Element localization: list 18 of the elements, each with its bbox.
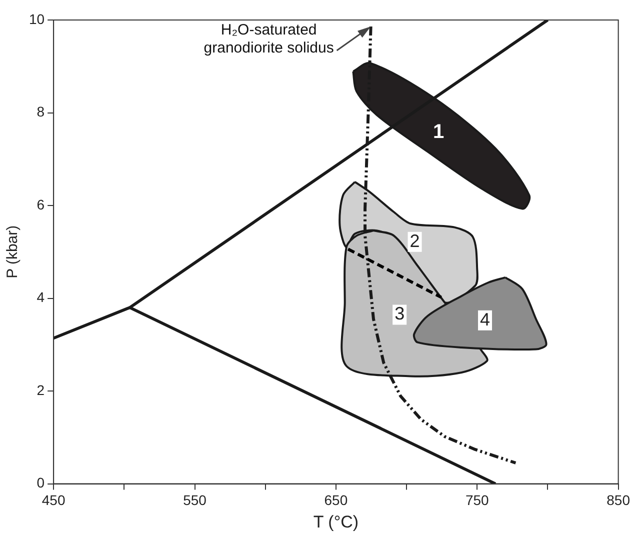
y-tick-label: 4 xyxy=(36,289,45,306)
y-tick-label: 0 xyxy=(36,474,45,491)
y-tick-label: 6 xyxy=(36,196,45,212)
y-tick-label: 8 xyxy=(36,104,45,120)
x-tick-label: 850 xyxy=(606,492,630,508)
series-label: 1 xyxy=(433,121,444,144)
x-tick-label: 550 xyxy=(183,492,207,508)
x-tick-label: 450 xyxy=(42,492,66,508)
x-tick-label: 650 xyxy=(324,492,348,508)
y-tick-label: 2 xyxy=(36,382,45,398)
y-axis-title: P (kbar) xyxy=(4,225,22,278)
series-label: 2 xyxy=(410,230,420,251)
x-tick-label: 750 xyxy=(465,492,490,508)
series-label: 4 xyxy=(480,309,490,330)
series-label: 3 xyxy=(394,304,405,324)
x-axis-title: T (°C) xyxy=(313,512,359,532)
annotation: H₂O-saturated granodiorite solidus xyxy=(204,21,334,56)
y-tick-label: 10 xyxy=(28,10,45,27)
